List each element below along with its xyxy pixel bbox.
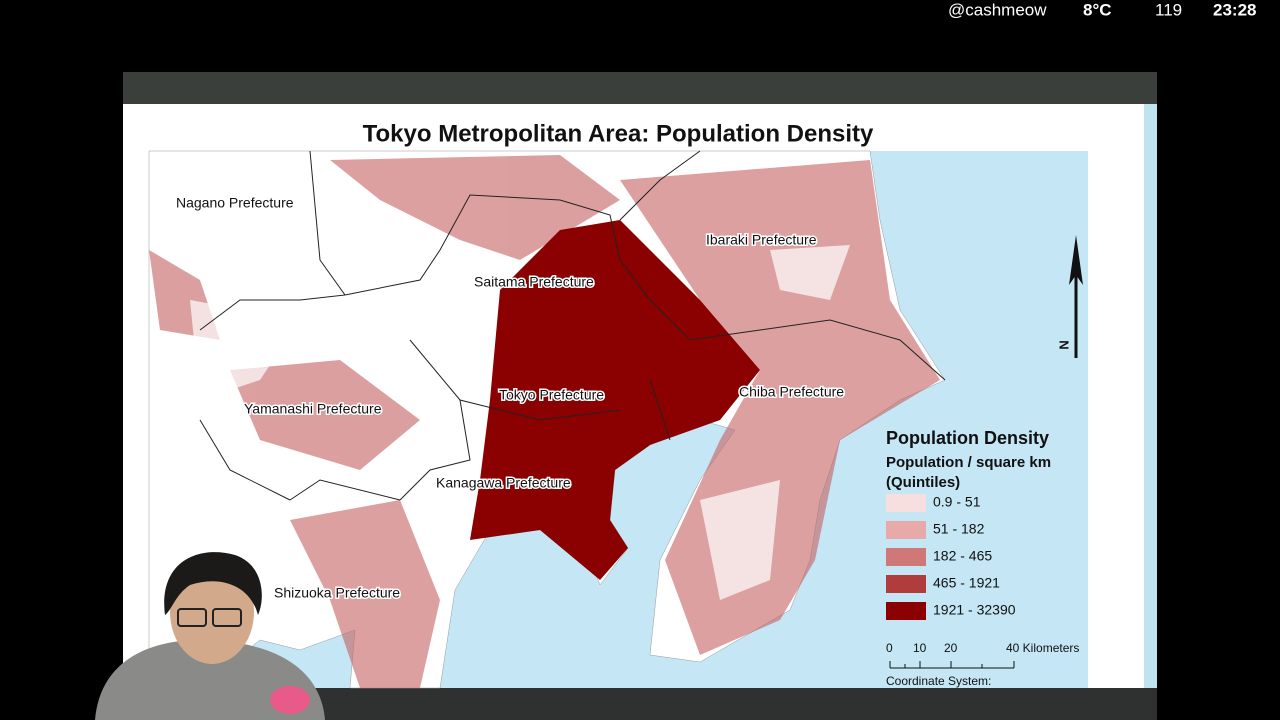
north-label: N (1057, 340, 1072, 349)
ibaraki-gap (770, 245, 850, 300)
legend-label: 1921 - 32390 (933, 602, 1016, 618)
high-density (470, 220, 760, 580)
presenter-hair (164, 552, 262, 615)
legend: Population Density Population / square k… (886, 428, 1051, 620)
scale-label: 40 Kilometers (1006, 641, 1079, 655)
glasses (212, 608, 242, 627)
webcam (95, 552, 325, 720)
viewer-count: 119 (1155, 0, 1182, 19)
north-region (330, 155, 620, 260)
shizuoka-region (290, 500, 440, 688)
scale-label: 10 (913, 641, 927, 655)
legend-label: 51 - 182 (933, 521, 985, 537)
legend-label: 182 - 465 (933, 548, 992, 564)
low-density (190, 245, 850, 600)
presenter-body (95, 640, 325, 720)
prefecture-label: Ibaraki Prefecture (706, 232, 817, 248)
scale-bar: 0 10 20 40 Kilometers Coordinate System: (886, 641, 1079, 688)
prefecture-label: Nagano Prefecture (176, 195, 294, 211)
prefecture-label: Kanagawa Prefecture (436, 475, 571, 491)
glasses (177, 608, 207, 627)
medium-density (149, 155, 940, 688)
prefecture-label: Shizuoka Prefecture (274, 585, 400, 601)
legend-label: 465 - 1921 (933, 575, 1000, 591)
north-arrow: N (1057, 235, 1083, 358)
map: N Nagano Prefecture Ibaraki Prefecture S… (148, 150, 1088, 689)
legend-swatch (886, 494, 926, 512)
prefecture-label: Saitama Prefecture (474, 274, 594, 290)
legend-swatch (886, 575, 926, 593)
slide-edge (1144, 104, 1157, 688)
legend-subtitle: (Quintiles) (886, 474, 960, 491)
yamanashi-region (230, 360, 420, 470)
yamanashi-gap (190, 300, 300, 400)
legend-swatch (886, 521, 926, 539)
slide-title: Tokyo Metropolitan Area: Population Dens… (363, 120, 874, 147)
legend-title: Population Density (886, 428, 1049, 448)
prefecture-borders (199, 150, 946, 501)
slide-top-bar (123, 72, 1157, 104)
chiba-gap (700, 480, 780, 600)
north-arrow-head (1069, 235, 1083, 285)
scale-label: 20 (944, 641, 958, 655)
scale-label: 0 (886, 641, 893, 655)
prefecture-label: Chiba Prefecture (739, 384, 844, 400)
legend-label: 0.9 - 51 (933, 494, 981, 510)
east-region (620, 160, 940, 655)
coordinate-system: Coordinate System: (886, 674, 991, 688)
legend-swatch (886, 548, 926, 566)
legend-swatch (886, 602, 926, 620)
temperature: 8°C (1083, 0, 1112, 19)
clock: 23:28 (1213, 0, 1256, 19)
held-object (270, 686, 310, 714)
handle: @cashmeow (948, 0, 1047, 19)
prefecture-label: Yamanashi Prefecture (244, 401, 382, 417)
legend-subtitle: Population / square km (886, 454, 1051, 471)
prefecture-label: Tokyo Prefecture (499, 387, 604, 403)
scale-ruler (889, 661, 1015, 669)
